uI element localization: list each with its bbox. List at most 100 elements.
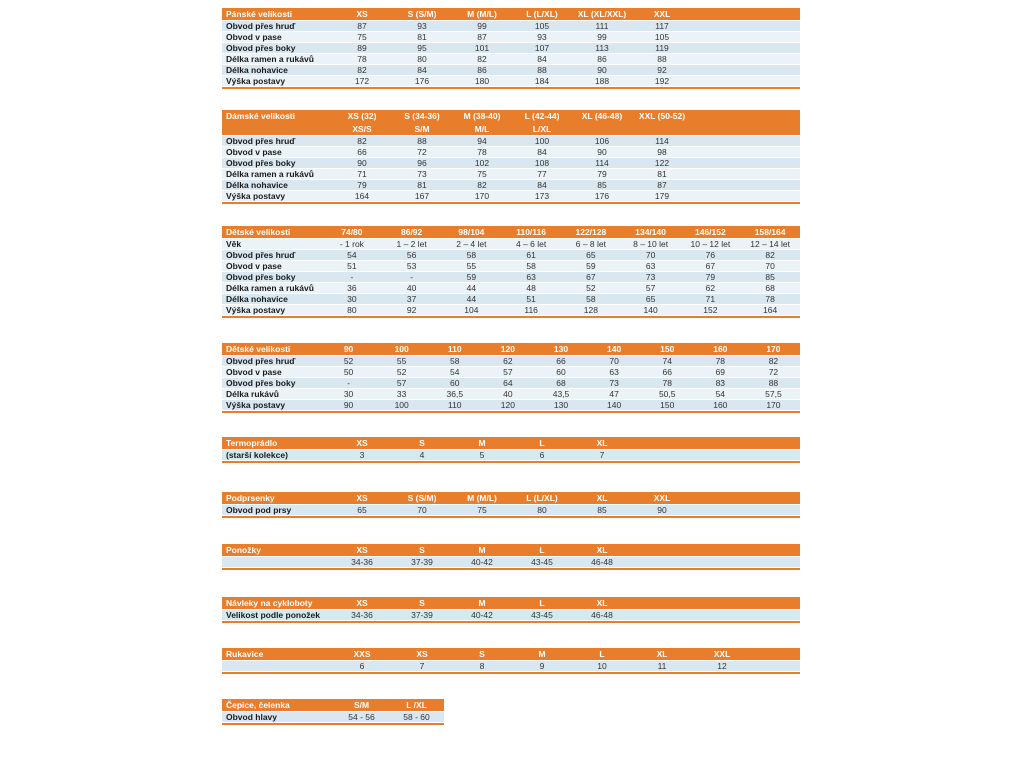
size-table-ponozky: Ponožky XS S M L XL 34-36 37-39 40-42 43-45 46-48 [222, 544, 800, 570]
column-header: L (42-44) L/XL [512, 110, 572, 135]
column-header-line: 74/80 [341, 227, 363, 237]
cell-value: 114 [595, 158, 609, 168]
column-header-line: 122/128 [575, 227, 607, 237]
table-title: Dětské velikosti [226, 344, 291, 354]
cell-value: 72 [417, 147, 427, 157]
cell-value: 99 [597, 32, 607, 42]
cell-value: 82 [768, 356, 779, 366]
cell-value: 70 [609, 356, 619, 366]
cell-value: 89 [357, 43, 367, 53]
cell-value: 107 [534, 43, 550, 53]
column-header: M (M/L) [452, 8, 512, 20]
cell-value: 188 [594, 76, 610, 86]
cell-value: 50,5 [658, 389, 676, 399]
cell-value: 86 [597, 54, 607, 64]
column-header-line: S [419, 438, 425, 448]
cell-value: 36 [347, 283, 357, 293]
cell-value: 113 [595, 43, 609, 53]
cell-value: 90 [657, 505, 667, 515]
cell-value: 119 [655, 43, 669, 53]
cell-value: 6 [539, 450, 545, 460]
cell-value: 70 [645, 250, 656, 260]
column-header-line: M [478, 545, 486, 555]
column-header: XS [332, 437, 392, 449]
column-header-line: XS [356, 9, 368, 19]
column-header-line: L (42-44) [524, 111, 560, 121]
cell-value: 101 [474, 43, 490, 53]
column-header-line: S [479, 649, 485, 659]
cell-value: 7 [419, 661, 425, 671]
column-header-line: XXL [653, 9, 671, 19]
column-header: XS [332, 492, 392, 504]
column-header-line: XL [656, 649, 668, 659]
cell-value: 105 [534, 21, 550, 31]
column-header: XS [332, 597, 392, 609]
cell-value: 111 [595, 21, 609, 31]
cell-value: 66 [556, 356, 566, 366]
column-header: S [452, 648, 512, 660]
cell-value: 68 [556, 378, 566, 388]
column-header-line: 100 [394, 344, 409, 354]
column-header: XXL [692, 648, 752, 660]
cell-value: 40 [503, 389, 513, 399]
table-row: Délka nohavice 30 37 44 51 58 65 71 78 [222, 294, 800, 305]
cell-value: 66 [662, 367, 672, 377]
column-header: 150 [641, 343, 694, 355]
column-header: 160 [694, 343, 747, 355]
column-header: 110/116 [501, 226, 561, 238]
cell-value: 4 – 6 let [516, 239, 547, 249]
column-header: M [452, 597, 512, 609]
cell-value: 114 [655, 136, 669, 146]
row-label: Obvod přes boky [226, 158, 296, 168]
cell-value: 37 [406, 294, 417, 304]
column-header: 140 [588, 343, 641, 355]
cell-value: 100 [534, 136, 550, 146]
cell-value: 93 [537, 32, 547, 42]
cell-value: 57 [503, 367, 513, 377]
cell-value: 172 [354, 76, 370, 86]
row-label: Délka ramen a rukávů [226, 169, 314, 179]
column-header-line: 110/116 [516, 227, 547, 237]
column-header: L [512, 597, 572, 609]
table-row: 34-36 37-39 40-42 43-45 46-48 [222, 557, 800, 568]
column-header-line: XL [596, 545, 608, 555]
cell-value: 53 [406, 261, 417, 271]
cell-value: 78 [357, 54, 367, 64]
cell-value: 56 [406, 250, 417, 260]
table-header: Dámské velikosti XS (32) XS/S S (34-36) S/M M… [222, 110, 800, 136]
column-header: 170 [747, 343, 800, 355]
cell-value: 57 [396, 378, 407, 388]
cell-value: 70 [765, 261, 775, 271]
column-header-line: XS/S [352, 124, 372, 134]
cell-value: 54 [715, 389, 726, 399]
table-row: Obvod v pase 51 53 55 58 59 63 67 70 [222, 261, 800, 272]
size-table-damske: Dámské velikosti XS (32) XS/S S (34-36) S/M M… [222, 110, 800, 204]
table-title: Dětské velikosti [226, 227, 291, 237]
column-header: L (L/XL) [512, 8, 572, 20]
cell-value: 6 – 8 let [575, 239, 606, 249]
column-header: XS [392, 648, 452, 660]
column-header-line: 158/164 [754, 227, 786, 237]
cell-value: 44 [466, 283, 477, 293]
cell-value: 52 [343, 356, 354, 366]
cell-value: 176 [594, 191, 610, 201]
column-header-line: XXS [353, 649, 371, 659]
cell-value: 86 [477, 65, 487, 75]
table-row: Obvod přes hruď 52 55 58 62 66 70 74 78 82 [222, 356, 800, 367]
cell-value: 82 [477, 54, 487, 64]
size-table-navleky: Návleky na cykloboty XS S M L XL Velikost podl… [222, 597, 800, 623]
cell-value: 65 [645, 294, 656, 304]
table-row: Obvod přes hruď 87 93 99 105 111 117 [222, 21, 800, 32]
row-label: Délka nohavice [226, 65, 288, 75]
column-header-line: L [539, 598, 545, 608]
column-header: L /XL [389, 699, 444, 711]
cell-value: 88 [537, 65, 547, 75]
cell-value: - [347, 378, 350, 388]
cell-value: 67 [705, 261, 716, 271]
row-label: Obvod v pase [226, 261, 282, 271]
cell-value: 71 [705, 294, 716, 304]
cell-value: 81 [417, 180, 427, 190]
table-row: Obvod přes boky 89 95 101 107 113 119 [222, 43, 800, 54]
row-label: Obvod v pase [226, 32, 282, 42]
cell-value: 43,5 [552, 389, 570, 399]
